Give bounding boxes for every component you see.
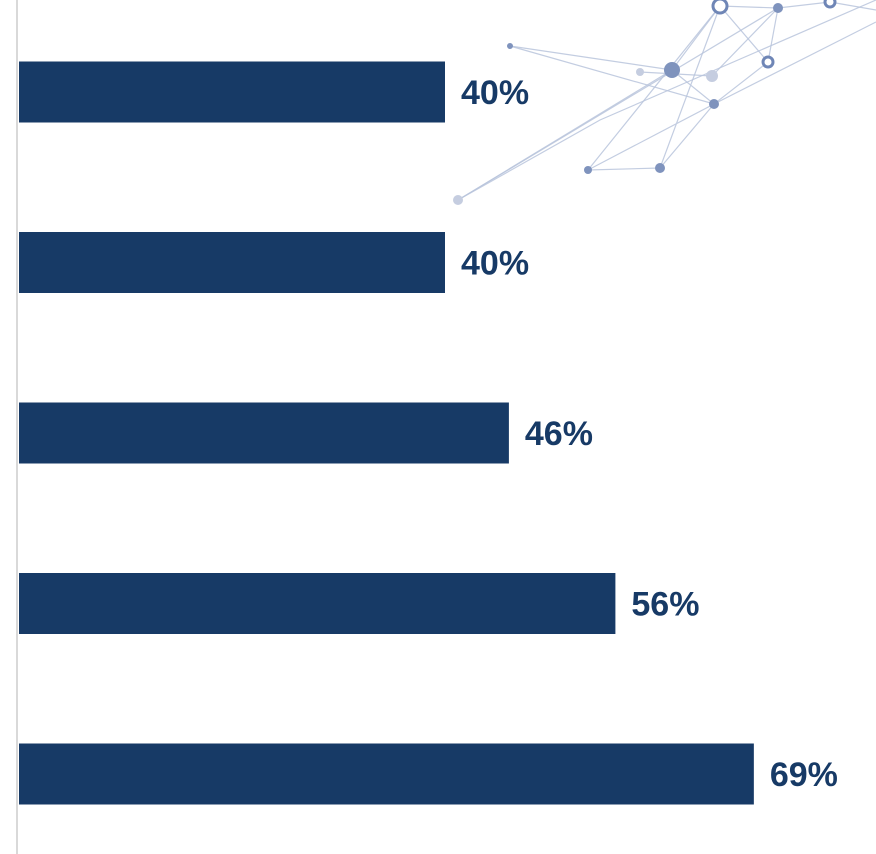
network-node-icon bbox=[655, 163, 665, 173]
bar-value-label-4: 56% bbox=[631, 586, 699, 624]
network-node-icon bbox=[706, 70, 718, 82]
bar-value-label-2: 40% bbox=[461, 245, 529, 283]
network-ring-icon bbox=[761, 55, 775, 69]
network-node-icon bbox=[773, 3, 783, 13]
bar-value-label-5: 69% bbox=[770, 756, 838, 794]
network-node-icon bbox=[709, 99, 719, 109]
network-node-icon bbox=[636, 68, 644, 76]
network-node-icon bbox=[664, 62, 680, 78]
bar-2 bbox=[19, 232, 445, 293]
bar-value-label-1: 40% bbox=[461, 74, 529, 112]
bar-3 bbox=[19, 402, 509, 464]
bar-5 bbox=[19, 743, 754, 805]
bars-layer bbox=[19, 61, 754, 805]
bar-1 bbox=[19, 61, 445, 123]
bar-4 bbox=[19, 573, 616, 634]
network-node-icon bbox=[584, 166, 592, 174]
bar-value-label-3: 46% bbox=[525, 415, 593, 453]
labels-layer: 40% 40% 46% 56% 69% bbox=[461, 74, 838, 794]
network-node-icon bbox=[507, 43, 513, 49]
network-ring-icon bbox=[711, 0, 729, 15]
network-node-icon bbox=[453, 195, 463, 205]
network-graphic bbox=[453, 0, 876, 205]
network-ring-icon bbox=[823, 0, 837, 9]
